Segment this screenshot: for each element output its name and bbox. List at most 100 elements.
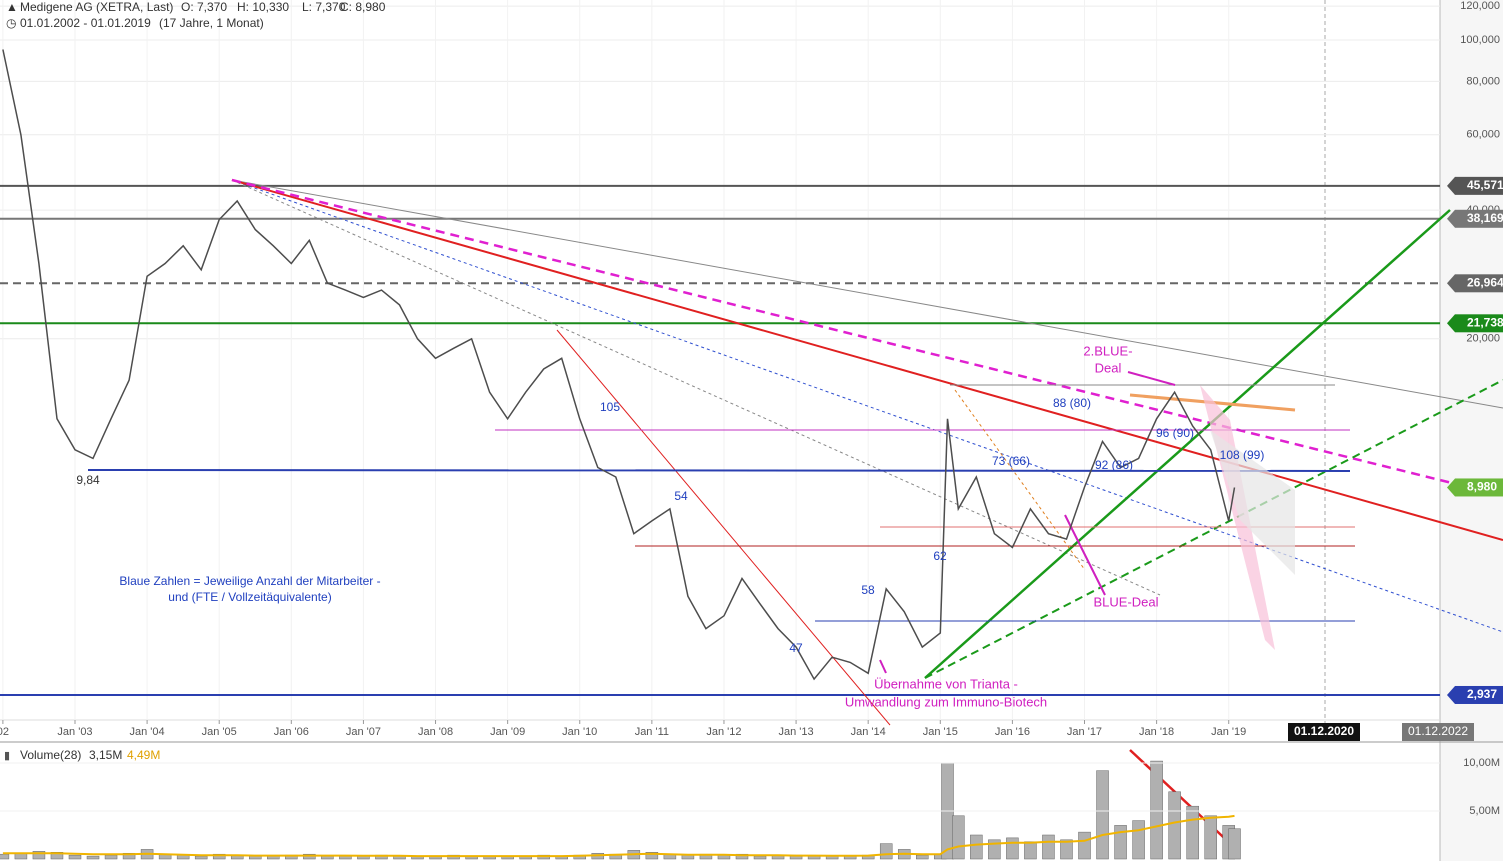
ohlc: L: 7,370 — [302, 0, 346, 14]
date-marker: 01.12.2022 — [1408, 724, 1468, 738]
volume-bar — [1168, 791, 1181, 860]
volume-bar — [1024, 841, 1037, 860]
annotation: 105 — [600, 400, 620, 414]
x-tick-label: Jan '17 — [1067, 726, 1102, 738]
volume-bar — [735, 853, 749, 860]
volume-bar — [1006, 837, 1019, 860]
level-badge — [1455, 685, 1503, 704]
ohlc: C: 8,980 — [340, 0, 386, 14]
level-badge-tip — [1447, 274, 1455, 293]
trendline — [231, 179, 1503, 633]
annotation: Deal — [1095, 360, 1122, 375]
x-tick-label: Jan '15 — [923, 726, 958, 738]
level-badge-tip — [1447, 176, 1455, 195]
volume-bar — [753, 855, 767, 860]
icon: ◷ — [6, 16, 16, 30]
annotation: Umwandlung zum Immuno-Biotech — [845, 694, 1047, 709]
volume-last: 3,15M — [89, 748, 122, 762]
volume-bar — [194, 855, 208, 860]
volume-bar — [1186, 805, 1199, 860]
volume-bar — [1204, 815, 1217, 860]
annotation: Blaue Zahlen = Jeweilige Anzahl der Mita… — [119, 574, 380, 588]
volume-bar — [1228, 828, 1241, 860]
y-tick-label: 120,000 — [1460, 0, 1500, 12]
annotation: und (FTE / Vollzeitäquivalente) — [168, 590, 331, 604]
x-tick-label: Jan '14 — [851, 726, 886, 738]
volume-bar — [970, 834, 983, 860]
trendline — [231, 179, 1503, 409]
volume-bar — [681, 854, 695, 860]
y-tick-label: 80,000 — [1466, 75, 1500, 87]
trendline — [556, 329, 891, 726]
trendline — [231, 179, 1161, 596]
y-tick-label: 60,000 — [1466, 129, 1500, 141]
trendline — [924, 209, 1451, 679]
volume-bar — [879, 843, 893, 860]
volume-bar — [645, 852, 659, 860]
volume-average-line — [2, 814, 1235, 858]
level-badge — [1455, 209, 1503, 228]
annotation: 58 — [861, 583, 875, 597]
date-marker: 01.12.2020 — [1294, 724, 1354, 738]
level-badge — [1455, 274, 1503, 293]
annotation: 73 (66) — [992, 454, 1030, 468]
x-tick-label: Jan '18 — [1139, 726, 1174, 738]
x-tick-label: Jan '16 — [995, 726, 1030, 738]
x-tick-label: Jan '07 — [346, 726, 381, 738]
level-label: 45,571 — [1467, 178, 1503, 192]
volume-bar — [1150, 760, 1163, 860]
annotation: 108 (99) — [1220, 448, 1265, 462]
x-tick-label: Jan '19 — [1211, 726, 1246, 738]
volume-bar — [32, 851, 46, 860]
annotation: 88 (80) — [1053, 396, 1091, 410]
x-tick-label: Jan '11 — [635, 726, 669, 738]
trendline — [1129, 749, 1236, 849]
annotation: 47 — [789, 641, 803, 655]
date-badge — [1402, 723, 1474, 741]
level-label: 26,964 — [1467, 275, 1503, 289]
volume-bar — [212, 853, 226, 860]
trendline — [231, 179, 1503, 541]
x-tick-label: Jan '08 — [418, 726, 453, 738]
y-tick-label: 10,00M — [1463, 757, 1500, 769]
levels — [0, 184, 1440, 696]
volume-bar — [1096, 770, 1109, 860]
price-line — [2, 49, 1236, 681]
axis-panel — [1440, 0, 1503, 861]
x-tick-label: Jan '10 — [562, 726, 597, 738]
ohlc: O: 7,370 — [181, 0, 227, 14]
volume-bar — [104, 854, 118, 860]
annotation: BLUE-Deal — [1093, 594, 1158, 609]
icon: ▲ — [6, 0, 18, 14]
support-line — [87, 469, 1351, 472]
volume-bar — [1078, 831, 1091, 860]
volume-bar — [952, 815, 965, 860]
trendline — [231, 178, 1461, 487]
channel — [1210, 430, 1295, 575]
plot — [0, 49, 1241, 860]
volume-bar — [916, 854, 929, 860]
annotation: 96 (90) — [1156, 426, 1194, 440]
duration: (17 Jahre, 1 Monat) — [159, 16, 264, 30]
x-tick-label: 02 — [0, 726, 9, 738]
level-badge-tip — [1447, 314, 1455, 333]
level-badge — [1455, 176, 1503, 195]
trendline — [924, 379, 1503, 679]
annotation: 62 — [933, 549, 947, 563]
x-tick-label: Jan '06 — [274, 726, 309, 738]
title: Medigene AG (XETRA, Last) — [20, 0, 173, 14]
level-label: 38,169 — [1467, 211, 1503, 225]
pointer — [879, 659, 887, 674]
volume-bar — [1132, 820, 1145, 860]
trendline — [954, 389, 1086, 571]
level-label: 21,738 — [1467, 315, 1503, 329]
y-tick-label: 100,000 — [1460, 34, 1500, 46]
volume-bar — [68, 854, 82, 860]
volume-bar — [1042, 834, 1055, 860]
level-badge — [1455, 314, 1503, 333]
volume-bar — [86, 855, 100, 860]
level-badge-tip — [1447, 478, 1455, 497]
volume-bar — [1060, 839, 1073, 860]
